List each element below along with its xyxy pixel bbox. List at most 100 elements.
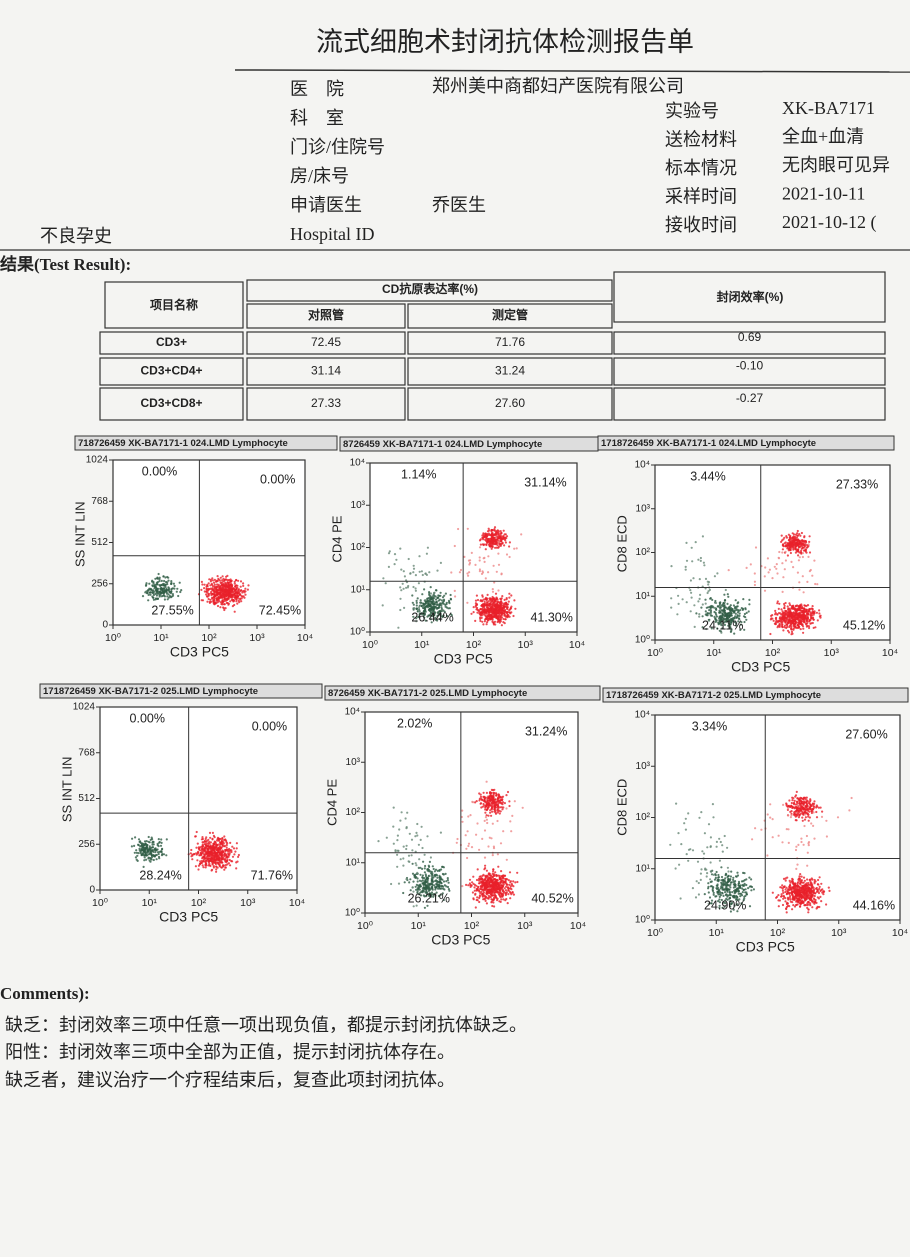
event-dot: [698, 578, 701, 581]
event-dot: [438, 883, 441, 886]
y-tick-label: 10²: [636, 547, 651, 558]
event-dot: [213, 589, 216, 593]
event-dot: [415, 617, 418, 620]
event-dot: [228, 590, 231, 593]
event-dot: [227, 602, 230, 605]
event-dot: [201, 599, 205, 602]
event-dot: [158, 850, 161, 854]
event-dot: [418, 858, 421, 861]
event-dot: [487, 533, 490, 537]
event-dot: [738, 614, 741, 618]
event-dot: [803, 604, 806, 607]
event-dot: [429, 618, 432, 621]
event-dot: [775, 567, 778, 570]
event-dot: [139, 840, 142, 843]
event-dot: [496, 797, 499, 800]
event-dot: [164, 576, 167, 579]
event-dot: [417, 866, 420, 870]
event-dot: [231, 860, 234, 863]
event-dot: [495, 881, 498, 884]
event-dot: [485, 598, 488, 601]
event-dot: [405, 844, 408, 847]
event-dot: [808, 620, 811, 623]
event-dot: [494, 871, 497, 874]
event-dot: [478, 792, 481, 795]
plot-header: 1718726459 XK-BA7171-2 025.LMD Lymphocyt…: [606, 690, 821, 701]
x-tick-label: 10³: [240, 897, 256, 909]
event-dot: [502, 898, 505, 901]
event-dot: [737, 601, 740, 604]
event-dot: [795, 543, 798, 546]
event-dot: [777, 607, 780, 611]
y-tick-label: 10¹: [351, 584, 366, 595]
event-dot: [430, 882, 433, 885]
event-dot: [475, 594, 478, 597]
event-dot: [150, 853, 153, 856]
event-dot: [219, 596, 222, 599]
event-dot: [486, 621, 489, 624]
event-dot: [798, 541, 801, 545]
event-dot: [156, 848, 159, 851]
event-dot: [734, 612, 737, 615]
event-dot: [229, 849, 232, 852]
event-dot: [157, 845, 160, 848]
event-dot: [213, 578, 216, 582]
event-dot: [209, 598, 212, 601]
event-dot: [143, 856, 146, 859]
event-dot: [211, 831, 214, 835]
event-dot: [794, 604, 798, 608]
event-dot: [415, 607, 418, 611]
event-dot: [223, 835, 226, 838]
event-dot: [753, 580, 757, 583]
event-dot: [476, 822, 479, 825]
x-tick-label: 10³: [518, 639, 534, 651]
event-dot: [243, 596, 246, 599]
event-dot: [154, 577, 157, 580]
event-dot: [730, 614, 733, 617]
event-dot: [152, 853, 155, 857]
event-dot: [491, 810, 494, 813]
event-dot: [489, 608, 492, 612]
event-dot: [473, 886, 476, 889]
event-dot: [173, 584, 176, 588]
x-tick-label: 10²: [201, 632, 217, 644]
event-dot: [200, 847, 203, 851]
event-dot: [495, 530, 498, 533]
event-dot: [207, 594, 210, 597]
event-dot: [480, 798, 484, 801]
event-dot: [145, 582, 148, 585]
event-dot: [231, 594, 234, 597]
event-dot: [498, 877, 502, 880]
event-dot: [476, 868, 479, 871]
event-dot: [164, 580, 168, 584]
event-dot: [502, 830, 505, 833]
event-dot: [154, 851, 157, 854]
event-dot: [804, 549, 807, 552]
info-label: 采样时间: [665, 187, 737, 207]
event-dot: [144, 591, 147, 594]
event-dot: [720, 620, 723, 623]
event-dot: [404, 817, 407, 820]
cell-cloud: [130, 830, 240, 873]
event-dot: [154, 597, 158, 600]
event-dot: [507, 614, 510, 617]
event-dot: [491, 544, 494, 548]
event-dot: [431, 607, 434, 610]
event-dot: [212, 848, 215, 851]
event-dot: [778, 623, 781, 626]
event-dot: [506, 606, 509, 609]
event-dot: [215, 865, 218, 868]
event-dot: [492, 798, 495, 801]
event-dot: [797, 619, 800, 622]
event-dot: [226, 581, 229, 584]
event-dot: [232, 847, 236, 850]
event-dot: [740, 621, 743, 624]
event-dot: [210, 582, 213, 585]
event-dot: [694, 541, 697, 544]
event-dot: [785, 616, 789, 619]
x-axis-label: CD3 PC5: [159, 909, 218, 925]
event-dot: [791, 621, 795, 624]
event-dot: [803, 617, 807, 620]
event-dot: [482, 598, 485, 601]
event-dot: [227, 583, 230, 587]
